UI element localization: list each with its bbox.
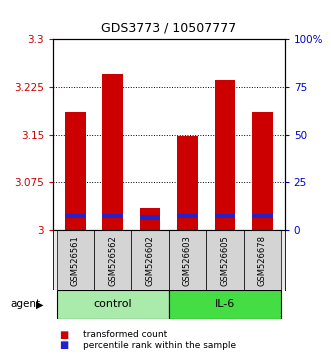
Bar — [177, 214, 198, 218]
Text: control: control — [93, 299, 132, 309]
Text: transformed count: transformed count — [83, 330, 167, 339]
Text: GSM526605: GSM526605 — [220, 235, 229, 286]
Bar — [140, 215, 161, 219]
Bar — [177, 136, 198, 230]
Bar — [169, 230, 206, 290]
Bar — [103, 214, 123, 218]
Bar — [94, 230, 131, 290]
Text: GSM526603: GSM526603 — [183, 235, 192, 286]
Text: IL-6: IL-6 — [215, 299, 235, 309]
Bar — [206, 230, 244, 290]
Text: agent: agent — [10, 299, 40, 309]
Bar — [252, 214, 272, 218]
Text: GSM526602: GSM526602 — [146, 235, 155, 286]
Title: GDS3773 / 10507777: GDS3773 / 10507777 — [101, 22, 236, 35]
Text: GSM526678: GSM526678 — [258, 235, 267, 286]
Bar — [57, 290, 169, 319]
Text: ■: ■ — [60, 330, 69, 339]
Text: GSM526562: GSM526562 — [108, 235, 117, 286]
Text: ■: ■ — [60, 340, 69, 350]
Text: ▶: ▶ — [36, 299, 43, 309]
Bar — [65, 214, 86, 218]
Text: GSM526561: GSM526561 — [71, 235, 80, 286]
Bar — [65, 112, 86, 230]
Bar — [169, 290, 281, 319]
Text: percentile rank within the sample: percentile rank within the sample — [83, 341, 236, 350]
Bar — [214, 80, 235, 230]
Bar — [214, 214, 235, 218]
Bar — [244, 230, 281, 290]
Bar — [252, 112, 272, 230]
Bar — [131, 230, 169, 290]
Bar — [57, 230, 94, 290]
Bar — [140, 208, 161, 230]
Bar — [103, 74, 123, 230]
